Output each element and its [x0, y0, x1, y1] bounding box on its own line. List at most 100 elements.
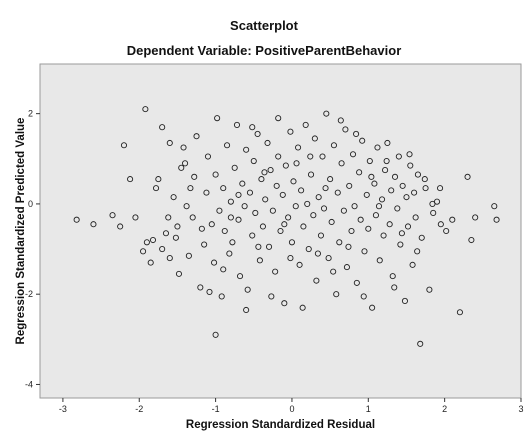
scatter-point	[310, 212, 317, 219]
scatter-point	[353, 279, 360, 286]
scatter-point	[322, 185, 329, 192]
scatter-point	[414, 248, 421, 255]
scatter-point	[235, 216, 242, 223]
scatter-point	[264, 139, 271, 147]
scatter-point	[282, 162, 289, 169]
scatter-point	[313, 277, 320, 284]
scatter-point	[273, 182, 280, 189]
scatter-point	[429, 200, 436, 207]
scatter-point	[159, 246, 166, 253]
scatter-point	[430, 209, 437, 216]
scatter-point	[211, 259, 218, 266]
scatter-point	[407, 162, 414, 169]
scatter-point	[279, 191, 286, 198]
scatter-point	[342, 126, 349, 133]
scatter-point	[174, 223, 181, 230]
scatter-point	[246, 189, 254, 196]
scatter-point	[374, 144, 381, 151]
y-tick-label: 2	[28, 109, 33, 119]
chart-title: Scatterplot	[230, 18, 298, 33]
scatter-point	[421, 176, 428, 183]
scatter-point	[175, 270, 183, 277]
scatter-point	[351, 203, 358, 210]
scatter-point	[198, 225, 205, 232]
scatter-point	[315, 194, 322, 201]
scatter-point	[162, 230, 170, 237]
scatter-point	[389, 273, 396, 280]
x-axis-label: Regression Standardized Residual	[186, 419, 375, 431]
scatter-point	[261, 169, 268, 176]
scatter-point	[412, 214, 419, 221]
scatter-point	[327, 176, 334, 183]
scatter-point	[399, 182, 406, 189]
scatter-point	[180, 144, 187, 151]
scatter-point	[397, 241, 404, 248]
scatter-point	[220, 185, 227, 192]
scatter-point	[166, 255, 173, 262]
scatter-point	[109, 212, 116, 219]
scatter-point	[120, 142, 128, 149]
scatter-point	[323, 110, 330, 117]
scatter-point	[262, 196, 269, 203]
scatter-point	[404, 223, 412, 230]
scatter-point	[328, 218, 335, 226]
scatter-point	[311, 135, 318, 142]
y-axis-label: Regression Standardized Predicted Value	[15, 118, 27, 345]
scatter-point	[293, 160, 300, 167]
scatter-point	[368, 173, 375, 180]
scatter-point	[201, 241, 208, 248]
scatter-point	[233, 121, 241, 128]
scatter-point	[227, 214, 234, 221]
scatter-point	[268, 293, 275, 300]
scatter-point	[349, 151, 357, 158]
scatter-point	[395, 153, 402, 160]
scatter-point	[292, 203, 299, 210]
scatter-point	[437, 221, 444, 228]
scatter-point	[365, 225, 372, 232]
chart-subtitle: Dependent Variable: PositiveParentBehavi…	[126, 43, 402, 58]
scatter-point	[366, 157, 373, 165]
scatter-point	[224, 142, 231, 149]
scatter-point	[267, 167, 274, 174]
scatter-point	[178, 164, 185, 171]
scatter-point	[159, 124, 166, 131]
scatter-point	[143, 239, 150, 246]
scatter-point	[449, 216, 456, 223]
scatter-point	[212, 171, 219, 178]
y-tick-label: -2	[25, 289, 33, 299]
scatter-point	[212, 331, 219, 338]
scatter-point	[307, 171, 315, 178]
scatter-point	[340, 207, 347, 214]
scatter-point	[388, 187, 395, 194]
scatter-point	[307, 153, 314, 160]
scatter-point	[275, 115, 282, 122]
scatter-point	[325, 255, 332, 262]
scatter-point	[317, 232, 325, 239]
scatter-point	[319, 153, 326, 160]
scatter-point	[417, 340, 424, 347]
scatter-point	[259, 223, 266, 230]
scatter-point	[285, 214, 292, 221]
scatter-point	[250, 157, 257, 165]
x-tick-label: -2	[135, 404, 143, 414]
scatter-point	[336, 239, 343, 246]
scatter-point	[249, 124, 256, 131]
scatter-point	[369, 304, 376, 311]
scatter-point	[295, 144, 302, 151]
scatter-point	[334, 189, 341, 196]
scatter-point	[275, 153, 282, 160]
x-tick-label: -1	[212, 404, 220, 414]
scatter-point	[216, 207, 223, 214]
scatter-point	[287, 255, 294, 262]
scatter-point	[411, 189, 418, 196]
scatter-point	[302, 121, 309, 128]
scatter-point	[468, 236, 475, 244]
scatter-point	[348, 227, 355, 235]
scatter-point	[243, 146, 250, 153]
scatter-point	[204, 153, 212, 160]
scatter-point	[269, 207, 276, 214]
x-tick-label: -3	[59, 404, 67, 414]
scatter-point	[345, 243, 352, 250]
scatter-point	[346, 182, 353, 189]
